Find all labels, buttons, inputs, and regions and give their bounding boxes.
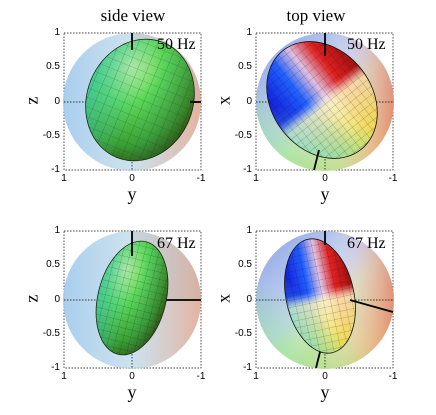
freq-label-panel-4: 67 Hz: [347, 235, 386, 252]
ellipsoid: [284, 238, 356, 354]
freq-label-panel-3: 67 Hz: [157, 235, 196, 252]
y-tick: 1: [54, 225, 60, 236]
y-tick: -1: [243, 164, 252, 175]
x-tick: 1: [61, 173, 67, 184]
x-tick: 1: [61, 371, 67, 382]
y-tick: -0.5: [234, 130, 252, 141]
y-tick: 0.5: [238, 259, 252, 270]
y-tick: 1: [246, 225, 252, 236]
x-tick: 1: [253, 371, 259, 382]
horizontal-axis-label: y: [127, 382, 137, 402]
vertical-axis-label: z: [21, 294, 42, 303]
panel-side-50hz: [63, 32, 202, 171]
x-tick: 0: [129, 371, 135, 382]
freq-label-panel-2: 50 Hz: [347, 36, 386, 53]
x-tick: 0: [322, 371, 328, 382]
vertical-axis-label: z: [21, 96, 42, 105]
y-tick: 0: [54, 96, 60, 107]
ellipsoid: [266, 41, 378, 159]
horizontal-axis-label: y: [127, 184, 137, 204]
side-view-title: side view: [100, 6, 166, 25]
y-tick: 0: [246, 96, 252, 107]
y-axis-line: [349, 299, 394, 313]
x-tick: 0: [129, 173, 135, 184]
z-axis-line: [313, 149, 320, 171]
y-tick: 1: [246, 27, 252, 38]
horizontal-axis-label: y: [320, 382, 330, 402]
x-tick: -1: [388, 371, 398, 382]
ellipsoid: [95, 240, 169, 356]
y-tick: -1: [243, 362, 252, 373]
panel-side-67hz: [63, 230, 202, 369]
y-tick: -0.5: [234, 328, 252, 339]
y-tick: 0: [54, 294, 60, 305]
top-view-title: top view: [286, 6, 346, 25]
panel-top-67hz: [255, 230, 394, 369]
x-tick: 0: [322, 173, 328, 184]
y-tick: 0.5: [46, 259, 60, 270]
y-tick: 0.5: [46, 61, 60, 72]
vertical-axis-label: x: [213, 294, 234, 303]
x-tick: -1: [388, 173, 398, 184]
vertical-axis-label: x: [213, 96, 234, 105]
panel-top-50hz: [255, 32, 394, 171]
y-tick: 0.5: [238, 61, 252, 72]
y-tick: -0.5: [42, 328, 60, 339]
y-tick: -1: [51, 164, 60, 175]
y-tick: 1: [54, 27, 60, 38]
freq-label-panel-1: 50 Hz: [157, 36, 196, 53]
ellipsoid: [85, 38, 195, 162]
x-tick: -1: [196, 371, 206, 382]
x-tick: 1: [253, 173, 259, 184]
z-axis-line: [315, 351, 321, 369]
x-tick: -1: [196, 173, 206, 184]
horizontal-axis-label: y: [320, 184, 330, 204]
y-tick: -1: [51, 362, 60, 373]
y-tick: -0.5: [42, 130, 60, 141]
y-tick: 0: [246, 294, 252, 305]
